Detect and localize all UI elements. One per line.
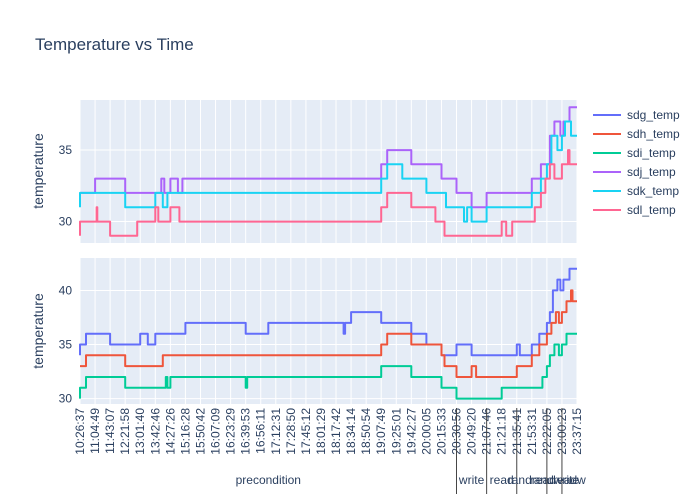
legend-label: sdj_temp xyxy=(627,165,676,179)
legend-label: sdk_temp xyxy=(627,184,679,198)
legend[interactable]: sdg_temp sdh_temp sdi_temp sdj_temp sdk_temp… xyxy=(593,108,680,217)
x-tick-label: 17:12:31 xyxy=(269,408,283,455)
legend-item-sdi_temp[interactable]: sdi_temp xyxy=(593,146,676,160)
bottom-y-tick-label: 35 xyxy=(59,338,73,352)
x-tick-label: 18:34:14 xyxy=(344,408,358,455)
legend-item-sdh_temp[interactable]: sdh_temp xyxy=(593,127,680,141)
x-tick-label: 17:28:50 xyxy=(284,408,298,455)
top-subplot: 30 35 temperature xyxy=(30,100,578,243)
phase-annotations: precondition write readrandreadrandwritere… xyxy=(236,408,586,494)
legend-label: sdh_temp xyxy=(627,127,680,141)
x-tick-labels: 10:26:37 11:04:49 11:43:07 12:21:58 13:01:40… xyxy=(73,408,584,455)
x-tick-label: 12:21:58 xyxy=(118,408,132,455)
top-y-ticks: 30 35 xyxy=(59,143,73,229)
bottom-series-lines xyxy=(79,267,577,400)
x-tick-label: 19:42:27 xyxy=(404,408,418,455)
legend-item-sdg_temp[interactable]: sdg_temp xyxy=(593,108,680,122)
x-tick-label: 15:16:28 xyxy=(178,408,192,455)
phase-label-precondition: precondition xyxy=(236,473,301,487)
bottom-y-tick-label: 30 xyxy=(59,392,73,406)
phase-label-write: write xyxy=(458,473,485,487)
chart-title: Temperature vs Time xyxy=(35,35,194,54)
x-tick-label: 11:04:49 xyxy=(88,408,102,454)
x-tick-label: 19:07:49 xyxy=(374,408,388,455)
x-tick-label: 14:27:26 xyxy=(163,408,177,455)
x-tick-label: 16:23:29 xyxy=(224,408,238,455)
top-plot-background xyxy=(80,100,577,243)
x-tick-label: 16:56:11 xyxy=(254,408,268,454)
x-tick-label: 20:00:05 xyxy=(419,408,433,455)
x-tick-label: 15:50:42 xyxy=(194,408,208,455)
phase-label-randwrite: randwrite xyxy=(530,473,580,487)
x-tick-label: 20:15:33 xyxy=(435,408,449,455)
x-tick-label: 13:42:46 xyxy=(148,408,162,455)
top-y-tick-label: 35 xyxy=(59,143,73,157)
x-tick-label: 23:37:15 xyxy=(570,408,584,455)
bottom-y-ticks: 30 35 40 xyxy=(59,283,73,405)
x-tick-label: 17:45:12 xyxy=(299,408,313,455)
bottom-plot-background xyxy=(80,258,577,404)
top-y-axis-title: temperature xyxy=(30,133,46,209)
legend-item-sdj_temp[interactable]: sdj_temp xyxy=(593,165,676,179)
bottom-y-axis-title: temperature xyxy=(30,293,46,369)
x-tick-label: 16:39:53 xyxy=(239,408,253,455)
series-line-sdi_temp[interactable] xyxy=(79,332,577,400)
series-line-sdl_temp[interactable] xyxy=(79,149,577,237)
series-line-sdk_temp[interactable] xyxy=(79,120,577,223)
x-tick-label: 20:49:20 xyxy=(465,408,479,455)
legend-label: sdl_temp xyxy=(627,203,676,217)
legend-label: sdg_temp xyxy=(627,108,680,122)
x-tick-label: 16:07:09 xyxy=(209,408,223,455)
phase-label-read: read xyxy=(490,473,514,487)
legend-label: sdi_temp xyxy=(627,146,676,160)
x-tick-label: 19:25:01 xyxy=(389,408,403,455)
series-line-sdg_temp[interactable] xyxy=(79,267,577,357)
x-tick-label: 11:43:07 xyxy=(103,408,117,454)
legend-item-sdl_temp[interactable]: sdl_temp xyxy=(593,203,676,217)
x-tick-label: 21:21:18 xyxy=(495,408,509,455)
bottom-subplot: 30 35 40 temperature xyxy=(30,258,578,406)
bottom-y-tick-label: 40 xyxy=(59,283,73,297)
x-tick-label: 10:26:37 xyxy=(73,408,87,455)
phase-label-randread: randread xyxy=(508,473,556,487)
x-tick-label: 18:17:42 xyxy=(329,408,343,455)
top-series-lines xyxy=(79,106,577,237)
legend-item-sdk_temp[interactable]: sdk_temp xyxy=(593,184,679,198)
x-tick-label: 18:01:29 xyxy=(314,408,328,455)
x-tick-label: 18:50:54 xyxy=(359,408,373,455)
series-line-sdh_temp[interactable] xyxy=(80,289,577,378)
x-tick-label: 21:53:31 xyxy=(525,408,539,455)
top-grid xyxy=(79,100,578,243)
top-y-tick-label: 30 xyxy=(59,215,73,229)
phase-label-readw: readw xyxy=(553,473,586,487)
x-tick-label: 13:01:40 xyxy=(133,408,147,455)
